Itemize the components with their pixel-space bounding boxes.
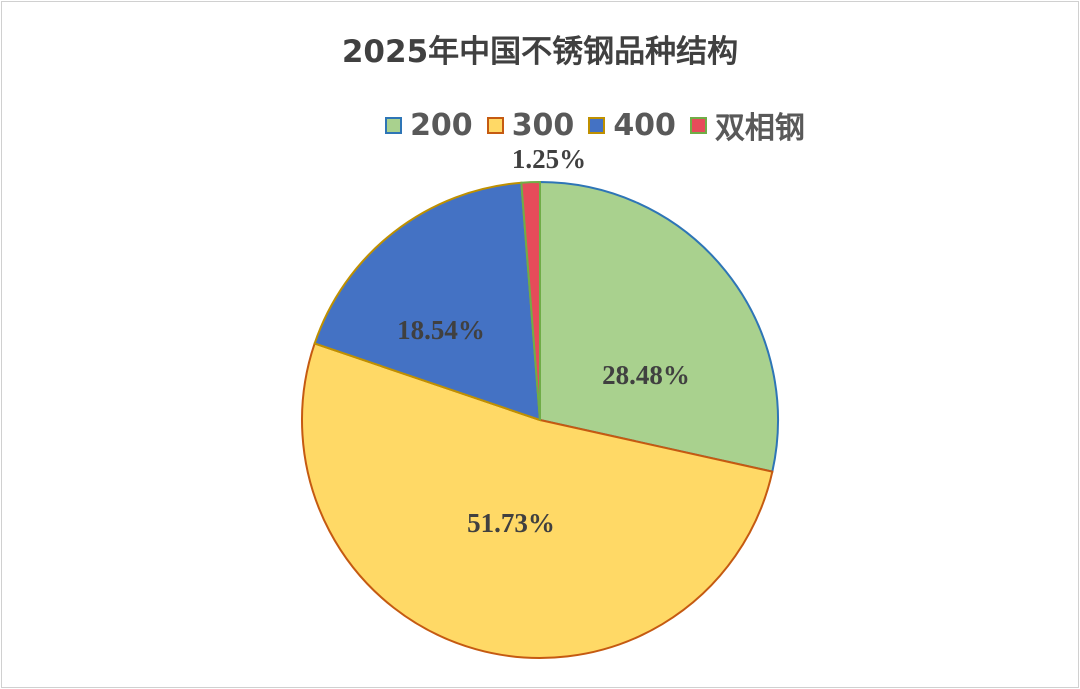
pie-slice-300: [301, 342, 774, 659]
pie-slice-400: [313, 181, 542, 422]
chart-title: 2025年中国不锈钢品种结构: [341, 34, 739, 70]
legend-label: 400: [613, 107, 676, 143]
pie-slice-200: [539, 180, 779, 473]
data-label: 1.25%: [512, 144, 586, 174]
legend-item: 400: [588, 103, 676, 147]
legend: 200 300 400 双相钢: [0, 103, 1080, 147]
legend-item: 200: [385, 103, 473, 147]
data-label: 51.73%: [467, 508, 555, 538]
legend-item: 300: [486, 103, 575, 147]
data-label: 28.48%: [602, 360, 690, 390]
legend-swatch: [689, 116, 707, 134]
pie-slice-双相钢: [520, 180, 541, 421]
legend-label: 300: [511, 107, 575, 143]
legend-swatch: [385, 116, 403, 134]
legend-label: 200: [410, 107, 473, 143]
legend-label: 双相钢: [714, 111, 805, 146]
legend-swatch: [588, 116, 606, 134]
legend-item: 双相钢: [689, 103, 805, 147]
data-label: 18.54%: [397, 315, 485, 345]
legend-swatch: [486, 116, 504, 134]
